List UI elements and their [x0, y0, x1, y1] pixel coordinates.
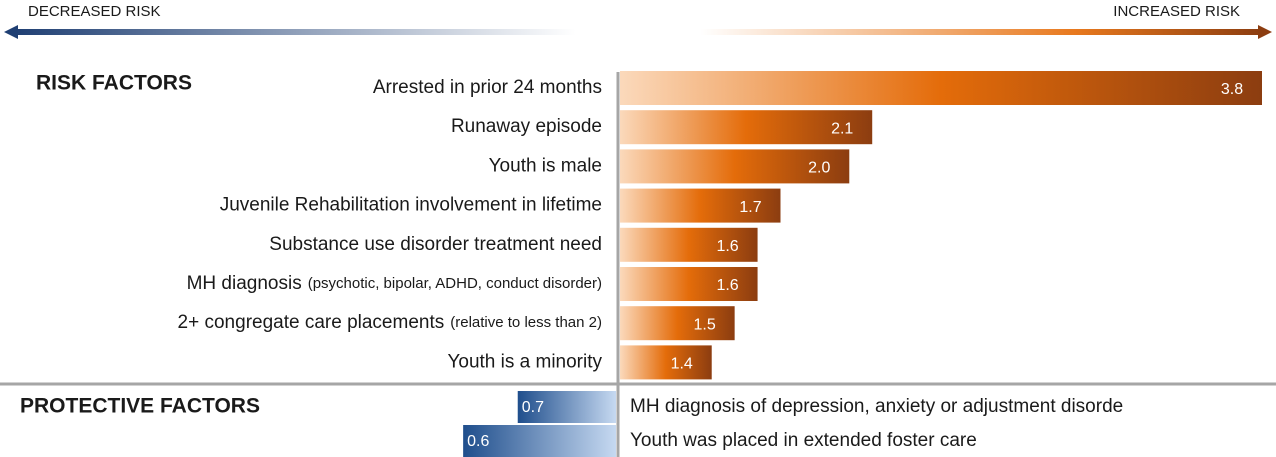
category-note: (psychotic, bipolar, ADHD, conduct disor… — [308, 275, 602, 292]
bar — [620, 71, 1262, 105]
right-label: INCREASED RISK — [1113, 3, 1240, 20]
bar — [517, 391, 616, 423]
category-name: 2+ congregate care placements — [178, 312, 445, 333]
value-label: 1.6 — [716, 277, 738, 294]
arrow-head-right — [1258, 25, 1272, 39]
value-label: 2.1 — [831, 120, 853, 137]
bar — [620, 227, 758, 262]
group-title: RISK FACTORS — [36, 72, 192, 95]
bar — [620, 110, 873, 145]
value-label: 0.7 — [522, 399, 544, 416]
category-name: MH diagnosis — [187, 273, 302, 294]
bar — [620, 267, 758, 301]
category-label: MH diagnosis of depression, anxiety or a… — [630, 396, 1123, 417]
category-label: Juvenile Rehabilitation involvement in l… — [220, 195, 602, 216]
category-label: Runaway episode — [451, 116, 602, 137]
left-label: DECREASED RISK — [28, 3, 161, 20]
value-label: 3.8 — [1221, 81, 1243, 98]
category-label: 2+ congregate care placements (relative t… — [178, 312, 602, 333]
value-label: 0.6 — [467, 433, 489, 450]
bar — [620, 188, 781, 223]
category-label: Arrested in prior 24 months — [373, 77, 602, 98]
category-label: Youth is a minority — [447, 351, 602, 372]
bar — [620, 306, 735, 341]
bar — [620, 149, 850, 184]
category-label: Youth was placed in extended foster care — [630, 430, 977, 451]
bar — [620, 345, 712, 380]
category-note: (relative to less than 2) — [450, 314, 602, 331]
group-title: PROTECTIVE FACTORS — [20, 395, 260, 418]
category-label: MH diagnosis (psychotic, bipolar, ADHD, c… — [187, 273, 602, 294]
bar — [463, 425, 616, 457]
value-label: 1.6 — [716, 238, 738, 255]
value-label: 1.7 — [739, 199, 761, 216]
category-label: Youth is male — [489, 155, 602, 176]
value-label: 2.0 — [808, 160, 830, 177]
risk-arrow — [14, 29, 1262, 35]
value-label: 1.4 — [671, 356, 693, 373]
category-label: Substance use disorder treatment need — [269, 234, 602, 255]
arrow-head-left — [4, 25, 18, 39]
value-label: 1.5 — [694, 316, 716, 333]
